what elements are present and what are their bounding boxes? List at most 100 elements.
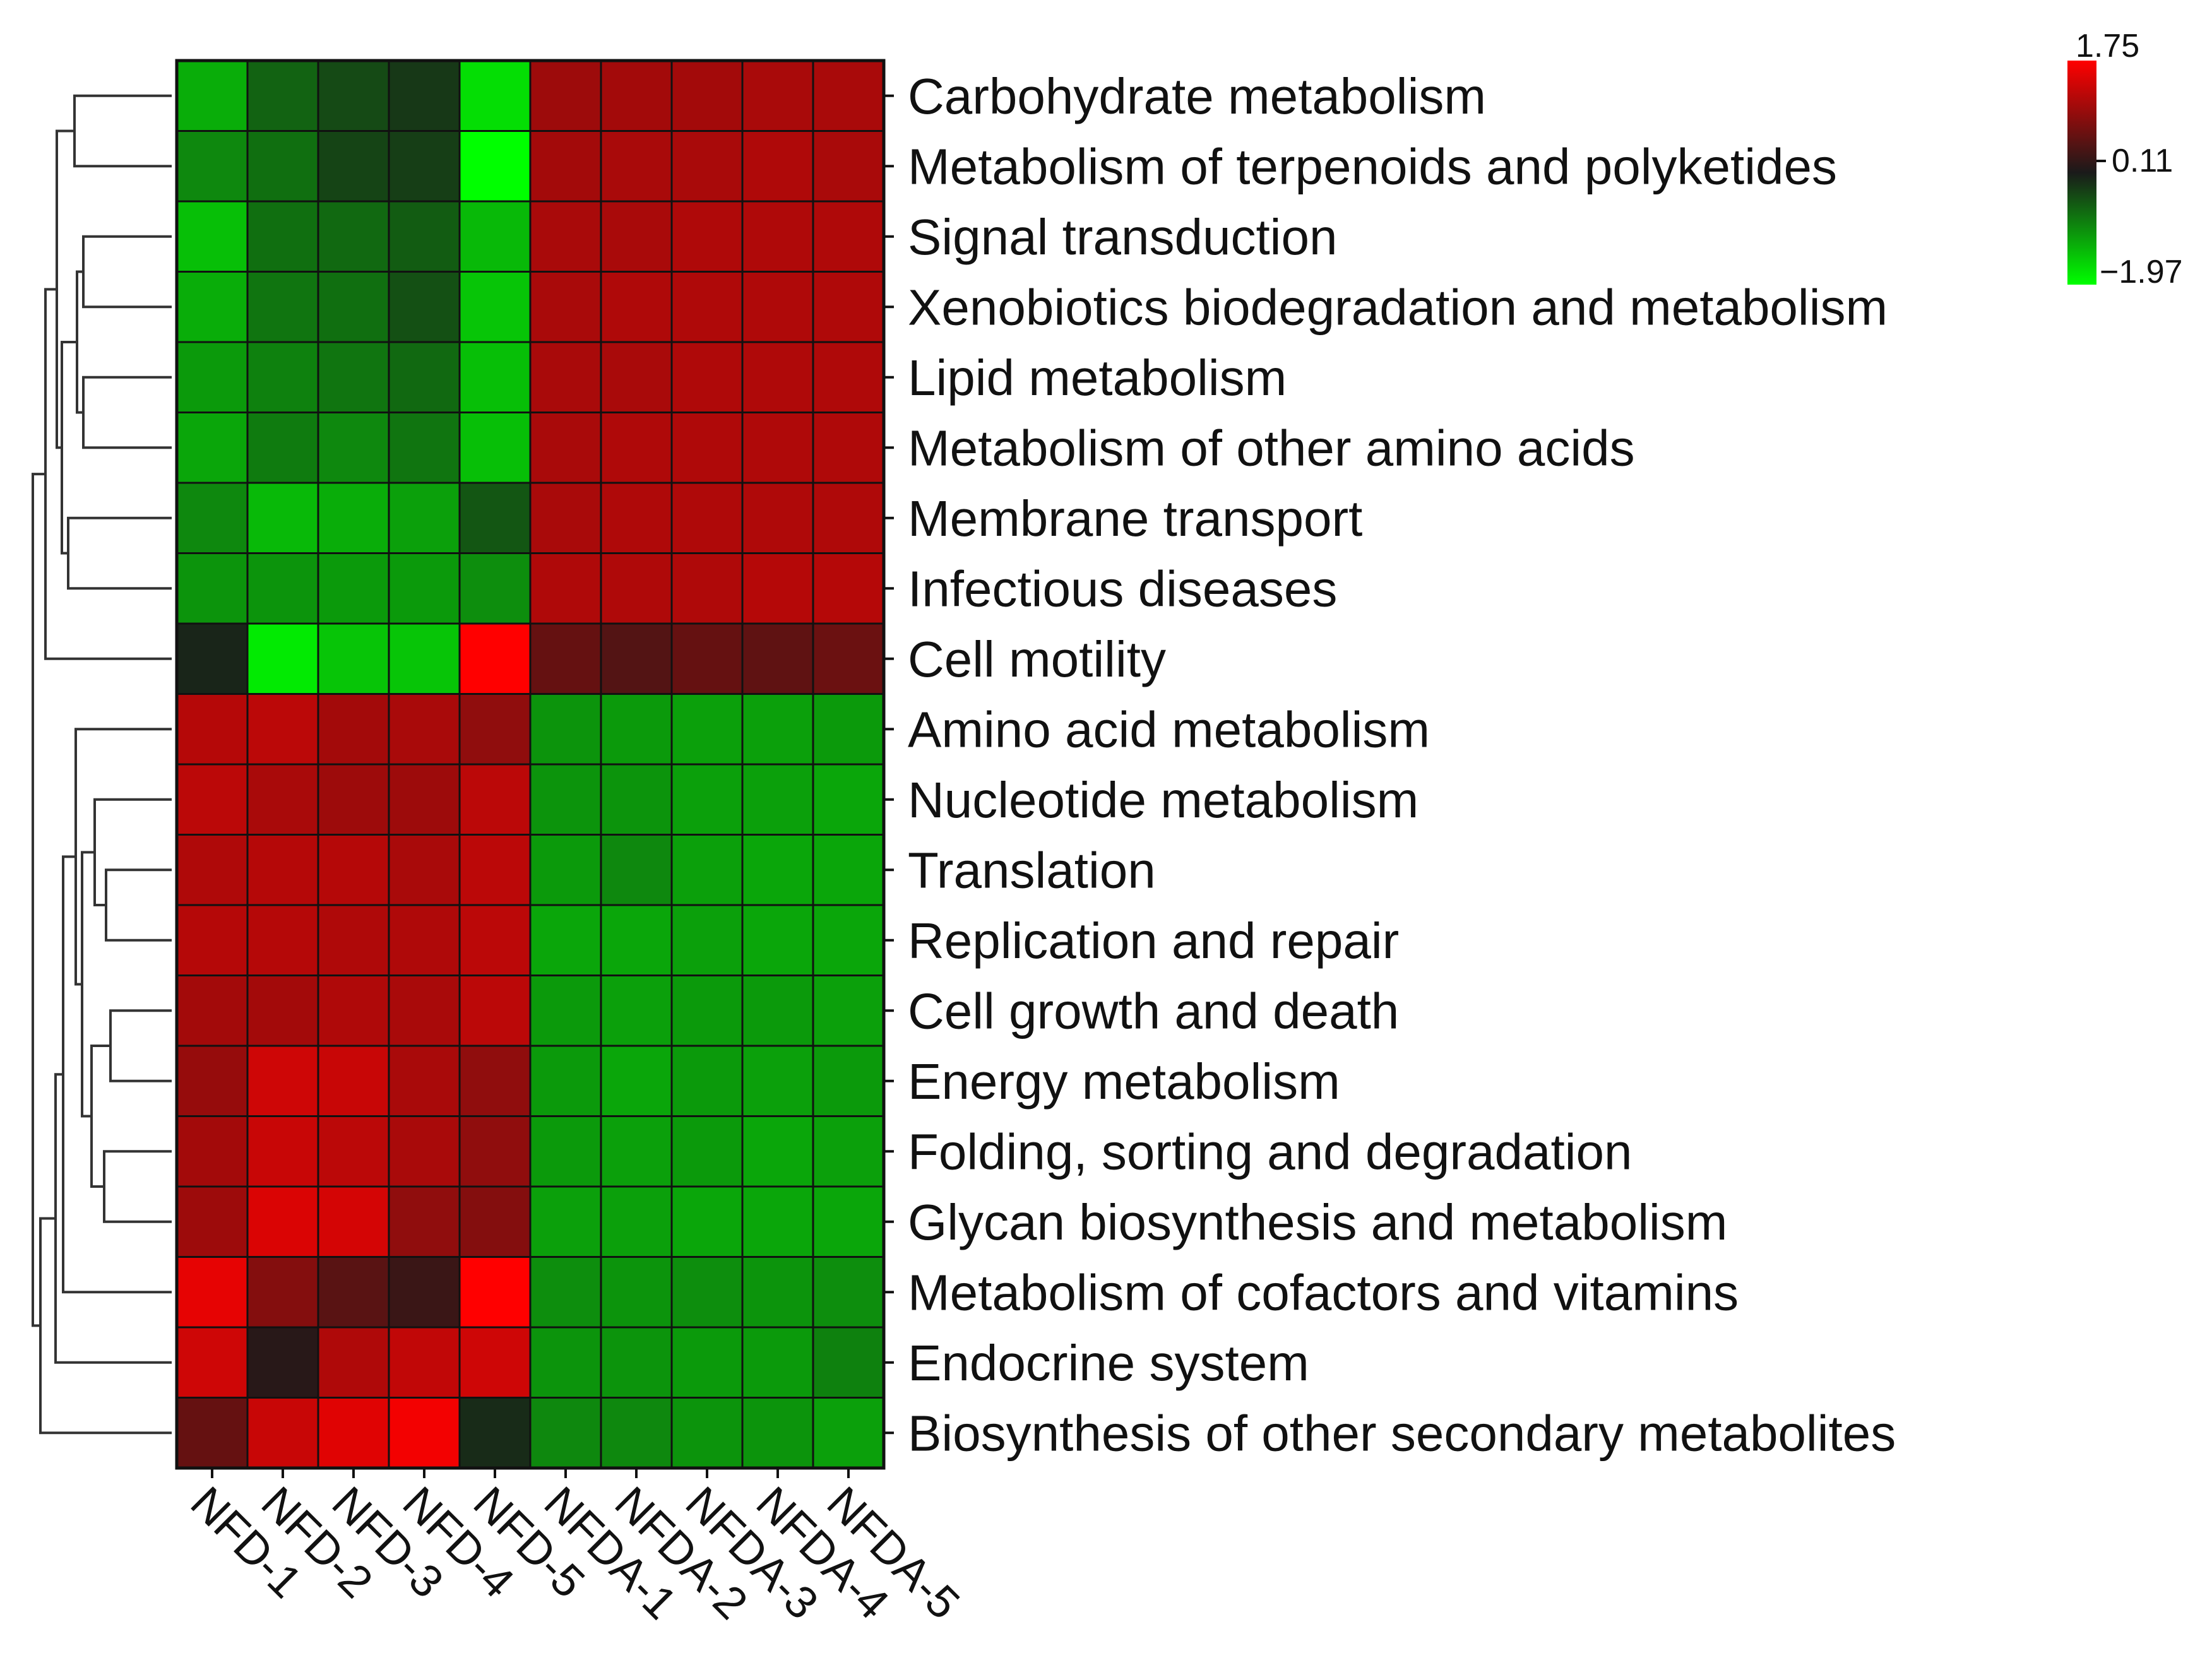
heatmap-cell (600, 1185, 673, 1258)
heatmap-cell (741, 271, 814, 343)
heatmap-cell (529, 59, 602, 132)
heatmap-cell (812, 693, 885, 766)
row-label: Amino acid metabolism (908, 701, 1430, 757)
dendrogram-branch (67, 516, 172, 590)
heatmap-cell (600, 59, 673, 132)
dendrogram-branch (90, 1045, 110, 1188)
heatmap-cell (812, 130, 885, 203)
heatmap-cell (529, 200, 602, 273)
row-label: Xenobiotics biodegradation and metabolis… (908, 279, 1888, 335)
heatmap-cell (529, 622, 602, 695)
heatmap-cell (317, 834, 390, 906)
heatmap-cell (175, 1185, 249, 1258)
heatmap-cell (529, 552, 602, 625)
dendrogram-branch (44, 288, 172, 660)
heatmap-cell (600, 1397, 673, 1469)
heatmap-cell (529, 482, 602, 554)
heatmap-cell (812, 904, 885, 976)
heatmap-cell (317, 200, 390, 273)
heatmap-cell (812, 59, 885, 132)
heatmap-cell (388, 1397, 461, 1469)
heatmap-cell (317, 1045, 390, 1117)
row-label: Metabolism of other amino acids (908, 420, 1635, 476)
row-label: Signal transduction (908, 209, 1337, 265)
heatmap-cell (388, 552, 461, 625)
heatmap-cell (600, 1326, 673, 1399)
heatmap-cell (812, 1115, 885, 1188)
row-label: Carbohydrate metabolism (908, 68, 1486, 124)
heatmap-cell (670, 200, 744, 273)
heatmap-cell (670, 130, 744, 203)
heatmap-cell (458, 1326, 532, 1399)
row-dendrogram (32, 94, 172, 1435)
heatmap-cell (600, 552, 673, 625)
heatmap-cell (741, 834, 814, 906)
heatmap-cell (670, 341, 744, 413)
heatmap-cell (458, 552, 532, 625)
heatmap-cell (246, 271, 319, 343)
heatmap-cell (670, 552, 744, 625)
heatmap-cell (388, 412, 461, 484)
row-label: Lipid metabolism (908, 350, 1287, 406)
heatmap-cell (529, 1045, 602, 1117)
heatmap-cell (175, 974, 249, 1047)
heatmap-cell (600, 1045, 673, 1117)
legend-color-bar (2067, 61, 2096, 285)
heatmap-cell (670, 974, 744, 1047)
heatmap-cell (317, 1256, 390, 1329)
heatmap-cell (812, 271, 885, 343)
row-label: Cell growth and death (908, 983, 1399, 1039)
heatmap-cell (388, 904, 461, 976)
heatmap-cell (458, 200, 532, 273)
heatmap-cell (670, 1185, 744, 1258)
heatmap-cell (600, 1256, 673, 1329)
heatmap-cell (600, 200, 673, 273)
heatmap-cell (741, 341, 814, 413)
heatmap-cell (388, 622, 461, 695)
heatmap-cell (812, 1397, 885, 1469)
heatmap-cell (246, 1326, 319, 1399)
heatmap-cell (317, 904, 390, 976)
heatmap-cell (741, 1326, 814, 1399)
heatmap-cell (246, 341, 319, 413)
heatmap-cell (388, 1045, 461, 1117)
dendrogram-branch (105, 868, 172, 942)
heatmap-cell (741, 1256, 814, 1329)
dendrogram-branch (103, 1150, 172, 1223)
row-label: Glycan biosynthesis and metabolism (908, 1194, 1727, 1250)
heatmap-cell (600, 974, 673, 1047)
heatmap-cell (600, 834, 673, 906)
dendrogram-branch (73, 94, 172, 168)
heatmap-cell (529, 1326, 602, 1399)
heatmap-cell (812, 1045, 885, 1117)
heatmap-cell (812, 482, 885, 554)
heatmap-cell (812, 552, 885, 625)
heatmap-cell (741, 1397, 814, 1469)
heatmap-cell (670, 271, 744, 343)
heatmap-cell (246, 974, 319, 1047)
dendrogram-branch (39, 1217, 172, 1435)
dendrogram-branch (82, 235, 172, 309)
heatmap-cell (670, 1326, 744, 1399)
heatmap-cell (600, 763, 673, 836)
heatmap-cell (175, 1326, 249, 1399)
heatmap-cell (529, 763, 602, 836)
heatmap-cells (175, 59, 885, 1469)
heatmap-cell (600, 412, 673, 484)
heatmap-cell (317, 763, 390, 836)
heatmap-cell (458, 904, 532, 976)
heatmap-cell (670, 763, 744, 836)
heatmap-cell (246, 200, 319, 273)
heatmap-cell (246, 1115, 319, 1188)
row-label: Biosynthesis of other secondary metaboli… (908, 1405, 1896, 1461)
heatmap-cell (175, 1045, 249, 1117)
heatmap-cell (529, 974, 602, 1047)
heatmap-cell (812, 1185, 885, 1258)
heatmap-cell (246, 1045, 319, 1117)
heatmap-cell (741, 59, 814, 132)
row-label: Nucleotide metabolism (908, 772, 1418, 828)
heatmap-cell (670, 1115, 744, 1188)
heatmap-cell (741, 130, 814, 203)
heatmap-cell (670, 1256, 744, 1329)
